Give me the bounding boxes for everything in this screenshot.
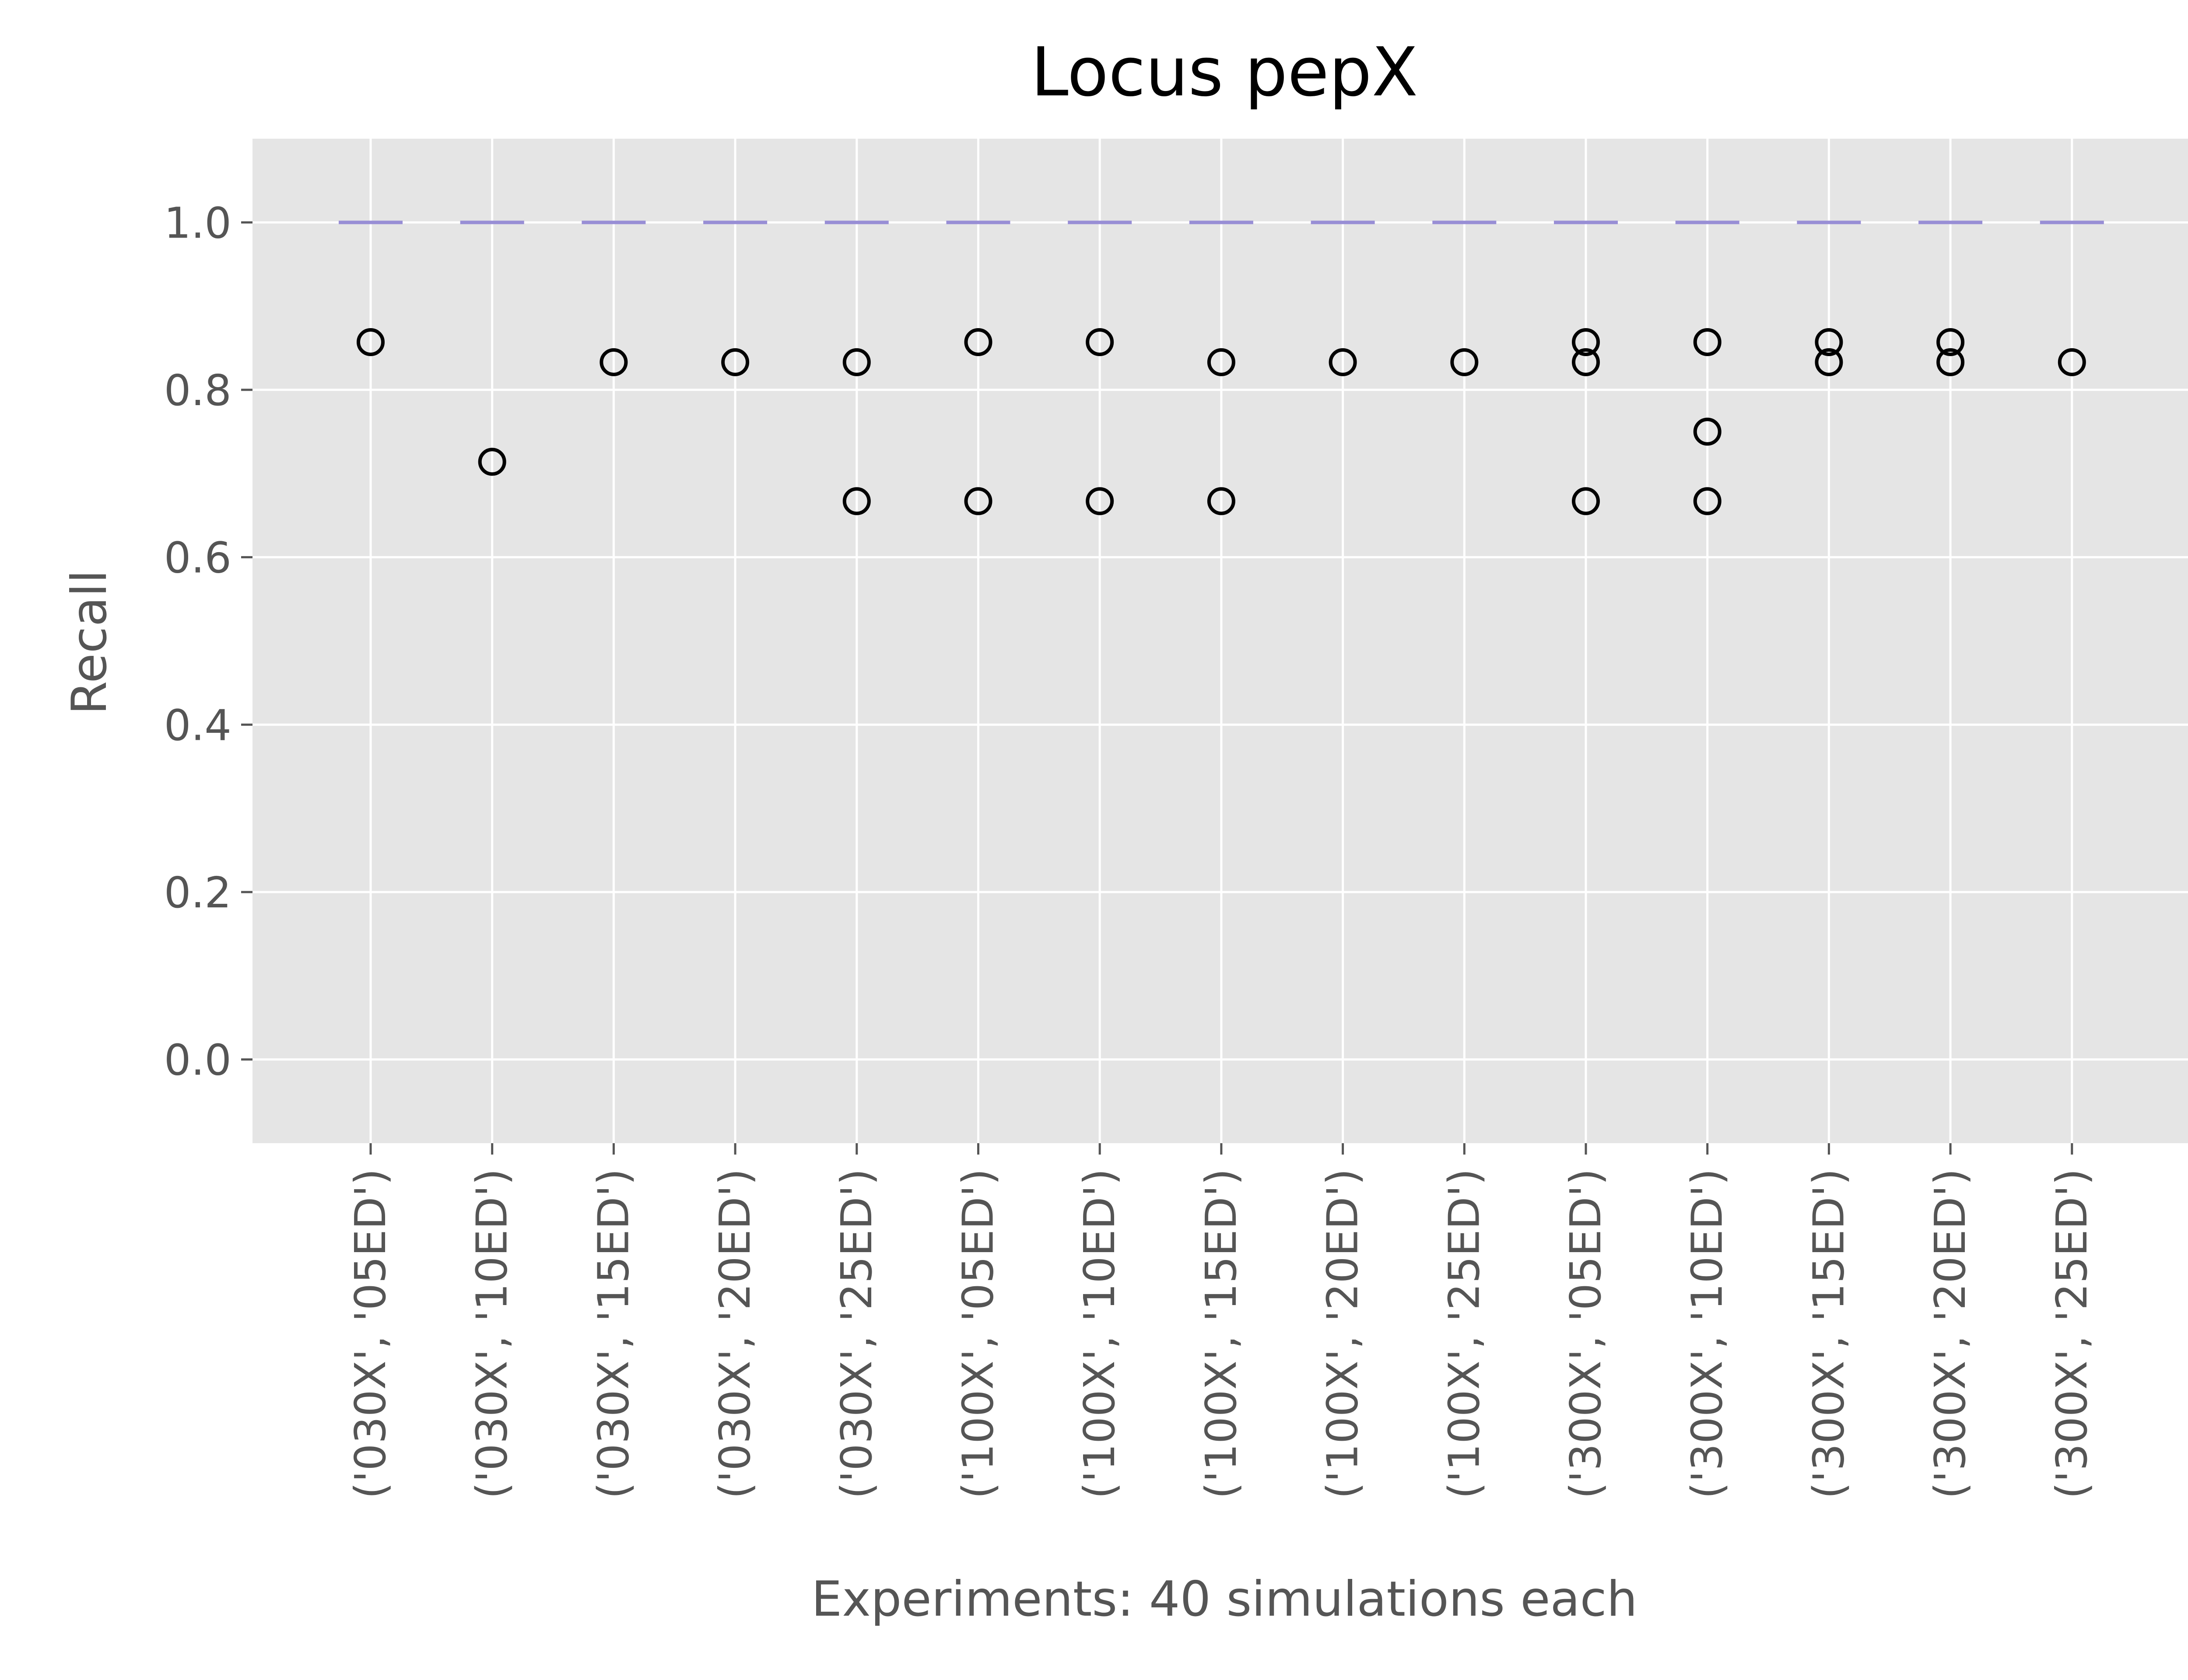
outlier-point bbox=[1572, 328, 1600, 356]
outlier-point bbox=[357, 328, 385, 356]
outlier-point bbox=[1572, 487, 1600, 515]
outlier-point bbox=[1450, 348, 1479, 376]
outlier-point bbox=[1815, 348, 1843, 376]
outlier-point bbox=[842, 487, 871, 515]
x-tick-label: ('300X', '15ED') bbox=[1804, 1169, 1853, 1499]
x-tick-label: ('300X', '05ED') bbox=[1561, 1169, 1610, 1499]
y-tick-labels: 0.0 0.2 0.4 0.6 0.8 1.0 bbox=[164, 198, 231, 1085]
chart-title: Locus pepX bbox=[1031, 33, 1418, 112]
x-tick-label: ('030X', '15ED') bbox=[589, 1169, 638, 1499]
outlier-point bbox=[1329, 348, 1357, 376]
x-tick-label: ('300X', '25ED') bbox=[2047, 1169, 2097, 1499]
y-tick-label: 0.8 bbox=[164, 366, 231, 415]
x-axis-label: Experiments: 40 simulations each bbox=[811, 1571, 1637, 1628]
outlier-point bbox=[1207, 348, 1235, 376]
y-axis-label: Recall bbox=[61, 570, 118, 714]
outlier-points bbox=[357, 328, 2086, 515]
outlier-point bbox=[1815, 328, 1843, 356]
outlier-point bbox=[1086, 328, 1114, 356]
x-tick-label: ('100X', '10ED') bbox=[1075, 1169, 1124, 1499]
outlier-point bbox=[1693, 328, 1722, 356]
y-tick-label: 1.0 bbox=[164, 198, 231, 248]
outlier-point bbox=[1936, 328, 1965, 356]
x-tick-label: ('030X', '05ED') bbox=[346, 1169, 395, 1499]
x-tick-label: ('030X', '10ED') bbox=[467, 1169, 517, 1499]
y-tick-label: 0.2 bbox=[164, 868, 231, 917]
outlier-point bbox=[1693, 417, 1722, 446]
outlier-point bbox=[600, 348, 628, 376]
outlier-point bbox=[1693, 487, 1722, 515]
outlier-point bbox=[721, 348, 750, 376]
x-tick-label: ('100X', '05ED') bbox=[954, 1169, 1003, 1499]
y-tick-label: 0.4 bbox=[164, 700, 231, 750]
x-tick-label: ('030X', '20ED') bbox=[710, 1169, 760, 1499]
outlier-point bbox=[842, 348, 871, 376]
y-tick-label: 0.0 bbox=[164, 1036, 231, 1085]
y-tick-label: 0.6 bbox=[164, 533, 231, 583]
outlier-point bbox=[1086, 487, 1114, 515]
outlier-point bbox=[1936, 348, 1965, 376]
x-tick-label: ('300X', '20ED') bbox=[1925, 1169, 1975, 1499]
outlier-point bbox=[2058, 348, 2086, 376]
x-tick-label: ('300X', '10ED') bbox=[1683, 1169, 1732, 1499]
x-tick-label: ('030X', '25ED') bbox=[832, 1169, 881, 1499]
x-tick-label: ('100X', '20ED') bbox=[1318, 1169, 1368, 1499]
gridlines bbox=[252, 139, 2188, 1143]
outlier-point bbox=[1207, 487, 1235, 515]
outlier-point bbox=[964, 487, 992, 515]
x-tick-labels: ('030X', '05ED') ('030X', '10ED') ('030X',… bbox=[346, 1169, 2097, 1499]
outlier-point bbox=[964, 328, 992, 356]
axis-ticks bbox=[241, 221, 2073, 1155]
x-tick-label: ('100X', '15ED') bbox=[1196, 1169, 1246, 1499]
x-tick-label: ('100X', '25ED') bbox=[1439, 1169, 1489, 1499]
outlier-point bbox=[478, 448, 506, 476]
outlier-point bbox=[1572, 348, 1600, 376]
